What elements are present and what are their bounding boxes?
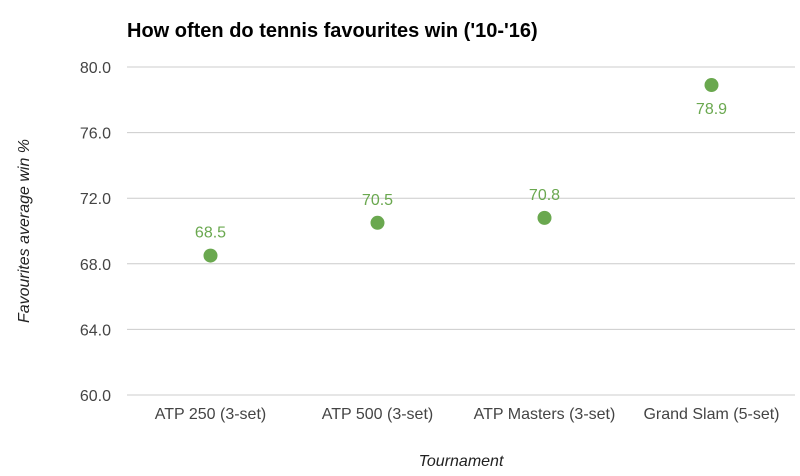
x-tick-label: Grand Slam (5-set) <box>643 406 779 423</box>
x-tick-label: ATP 250 (3-set) <box>155 406 266 423</box>
y-tick-label: 64.0 <box>80 322 111 339</box>
data-point <box>537 210 552 225</box>
data-label: 78.9 <box>696 101 727 118</box>
data-label: 70.8 <box>529 187 560 204</box>
data-label: 70.5 <box>362 192 393 209</box>
y-tick-label: 68.0 <box>80 257 111 274</box>
x-axis-label: Tournament <box>419 453 504 470</box>
data-point <box>203 248 218 263</box>
data-point <box>370 215 385 230</box>
y-tick-label: 80.0 <box>80 60 111 77</box>
y-tick-label: 60.0 <box>80 388 111 405</box>
x-tick-label: ATP Masters (3-set) <box>474 406 616 423</box>
chart-title: How often do tennis favourites win ('10-… <box>127 20 538 42</box>
data-points <box>203 78 719 263</box>
grid-lines <box>127 66 795 396</box>
y-tick-label: 72.0 <box>80 191 111 208</box>
y-tick-label: 76.0 <box>80 126 111 143</box>
data-labels: 68.5 70.5 70.8 78.9 <box>195 101 727 242</box>
y-axis-label: Favourites average win % <box>16 139 33 323</box>
x-tick-label: ATP 500 (3-set) <box>322 406 433 423</box>
y-tick-labels: 60.0 64.0 68.0 72.0 76.0 80.0 <box>80 60 111 405</box>
data-point <box>704 78 719 93</box>
x-tick-labels: ATP 250 (3-set) ATP 500 (3-set) ATP Master… <box>155 406 780 423</box>
data-label: 68.5 <box>195 225 226 242</box>
